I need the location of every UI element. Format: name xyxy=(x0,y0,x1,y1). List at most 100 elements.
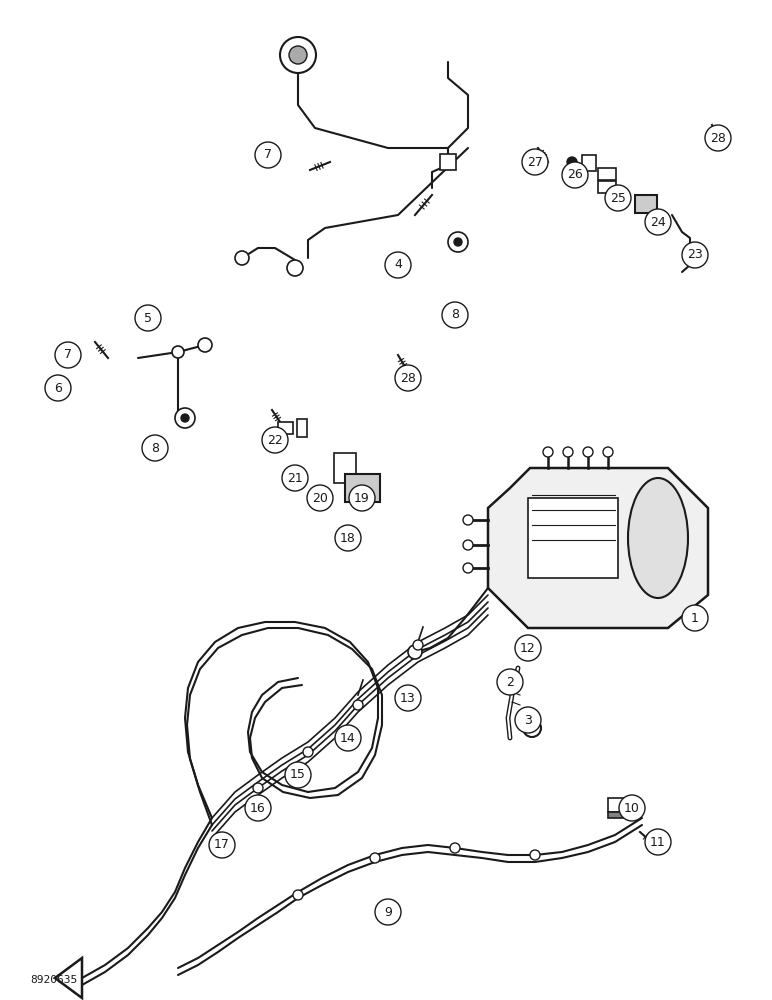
Circle shape xyxy=(530,850,540,860)
Circle shape xyxy=(463,540,473,550)
Text: 28: 28 xyxy=(710,131,726,144)
Text: 1: 1 xyxy=(691,611,699,624)
Text: 8: 8 xyxy=(151,442,159,454)
Circle shape xyxy=(583,447,593,457)
Circle shape xyxy=(605,185,631,211)
Text: 28: 28 xyxy=(400,371,416,384)
Circle shape xyxy=(262,427,288,453)
Text: 4: 4 xyxy=(394,258,402,271)
Text: 20: 20 xyxy=(312,491,328,504)
Circle shape xyxy=(522,149,548,175)
Text: 8920635: 8920635 xyxy=(30,975,77,985)
Bar xyxy=(278,422,293,434)
Circle shape xyxy=(463,563,473,573)
Circle shape xyxy=(603,447,613,457)
Text: 6: 6 xyxy=(54,381,62,394)
Circle shape xyxy=(293,890,303,900)
Text: 14: 14 xyxy=(340,732,356,744)
Circle shape xyxy=(181,414,189,422)
Ellipse shape xyxy=(628,478,688,598)
Circle shape xyxy=(645,829,671,855)
Circle shape xyxy=(45,375,71,401)
Bar xyxy=(598,181,616,193)
Circle shape xyxy=(245,795,271,821)
Text: 17: 17 xyxy=(214,838,230,852)
Text: 24: 24 xyxy=(650,216,666,229)
Circle shape xyxy=(413,640,423,650)
Circle shape xyxy=(289,46,307,64)
Circle shape xyxy=(303,747,313,757)
Bar xyxy=(334,453,356,483)
Circle shape xyxy=(280,37,316,73)
Text: 7: 7 xyxy=(64,349,72,361)
Circle shape xyxy=(253,783,263,793)
Circle shape xyxy=(335,725,361,751)
Text: 12: 12 xyxy=(520,642,536,654)
Text: 25: 25 xyxy=(610,192,626,205)
Circle shape xyxy=(442,302,468,328)
Circle shape xyxy=(349,485,375,511)
Text: 3: 3 xyxy=(524,714,532,726)
Circle shape xyxy=(645,209,671,235)
Circle shape xyxy=(353,700,363,710)
Text: 9: 9 xyxy=(384,906,392,918)
Text: 22: 22 xyxy=(267,434,283,446)
Text: 5: 5 xyxy=(144,312,152,324)
Bar xyxy=(608,812,633,818)
Circle shape xyxy=(255,142,281,168)
Circle shape xyxy=(395,365,421,391)
Circle shape xyxy=(335,525,361,551)
Circle shape xyxy=(562,162,588,188)
Circle shape xyxy=(55,342,81,368)
Circle shape xyxy=(142,435,168,461)
Circle shape xyxy=(543,447,553,457)
Circle shape xyxy=(682,242,708,268)
Bar xyxy=(440,154,456,170)
Bar xyxy=(345,474,380,502)
Circle shape xyxy=(172,346,184,358)
Text: 26: 26 xyxy=(567,168,583,182)
Text: 10: 10 xyxy=(624,802,640,814)
Text: 13: 13 xyxy=(400,692,416,704)
Text: 11: 11 xyxy=(650,836,666,848)
Circle shape xyxy=(198,338,212,352)
Text: 18: 18 xyxy=(340,532,356,544)
Circle shape xyxy=(463,515,473,525)
Bar xyxy=(598,168,616,180)
Circle shape xyxy=(523,719,541,737)
Circle shape xyxy=(563,447,573,457)
Circle shape xyxy=(285,762,311,788)
Bar xyxy=(635,195,657,213)
Circle shape xyxy=(385,252,411,278)
Text: 23: 23 xyxy=(687,248,703,261)
Polygon shape xyxy=(488,468,708,628)
Circle shape xyxy=(408,645,422,659)
Circle shape xyxy=(395,685,421,711)
Text: 27: 27 xyxy=(527,155,543,168)
Circle shape xyxy=(175,408,195,428)
Circle shape xyxy=(528,724,536,732)
Circle shape xyxy=(287,260,303,276)
Circle shape xyxy=(307,485,333,511)
Circle shape xyxy=(282,465,308,491)
Text: 15: 15 xyxy=(290,768,306,782)
Bar xyxy=(528,498,618,578)
Text: 19: 19 xyxy=(354,491,370,504)
Circle shape xyxy=(682,605,708,631)
Circle shape xyxy=(370,853,380,863)
Circle shape xyxy=(515,635,541,661)
Bar xyxy=(297,419,307,437)
Text: 7: 7 xyxy=(264,148,272,161)
Circle shape xyxy=(515,707,541,733)
Circle shape xyxy=(209,832,235,858)
Bar xyxy=(608,798,633,812)
Circle shape xyxy=(450,843,460,853)
Text: 2: 2 xyxy=(506,676,514,688)
Circle shape xyxy=(567,157,577,167)
Circle shape xyxy=(454,238,462,246)
Circle shape xyxy=(235,251,249,265)
Bar xyxy=(582,155,596,171)
Circle shape xyxy=(448,232,468,252)
Circle shape xyxy=(375,899,401,925)
Text: 16: 16 xyxy=(250,802,266,814)
